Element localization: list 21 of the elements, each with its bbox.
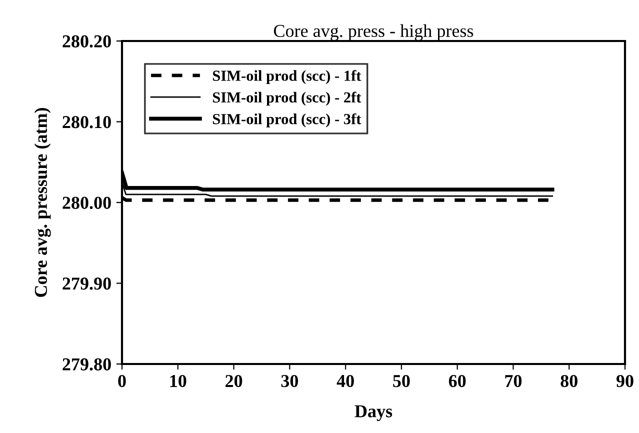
x-tick-label: 80	[560, 374, 578, 388]
chart-title: Core avg. press - high press	[274, 24, 474, 41]
legend-label: SIM-oil prod (scc) - 3ft	[212, 113, 362, 128]
x-tick-label: 20	[226, 374, 242, 388]
y-axis-title: Core avg. pressure (atm)	[34, 108, 51, 297]
legend-label: SIM-oil prod (scc) - 1ft	[212, 70, 362, 84]
x-tick-label: 90	[616, 374, 634, 388]
y-tick-label: 280.00	[62, 196, 111, 210]
y-tick-label: 280.10	[62, 116, 111, 128]
x-tick-label: 0	[118, 374, 126, 388]
y-tick-label: 279.80	[62, 358, 111, 371]
x-tick-label: 60	[448, 374, 466, 388]
x-tick-label: 50	[393, 374, 410, 388]
x-tick-label: 10	[170, 374, 186, 388]
x-tick-label: 70	[505, 374, 522, 388]
x-tick-label: 30	[281, 374, 298, 388]
x-axis-title: Days	[354, 405, 392, 422]
y-tick-label: 280.20	[62, 35, 111, 48]
y-tick-label: 279.90	[62, 278, 111, 290]
legend-label: SIM-oil prod (scc) - 2ft	[212, 92, 362, 106]
x-tick-label: 40	[336, 374, 354, 388]
